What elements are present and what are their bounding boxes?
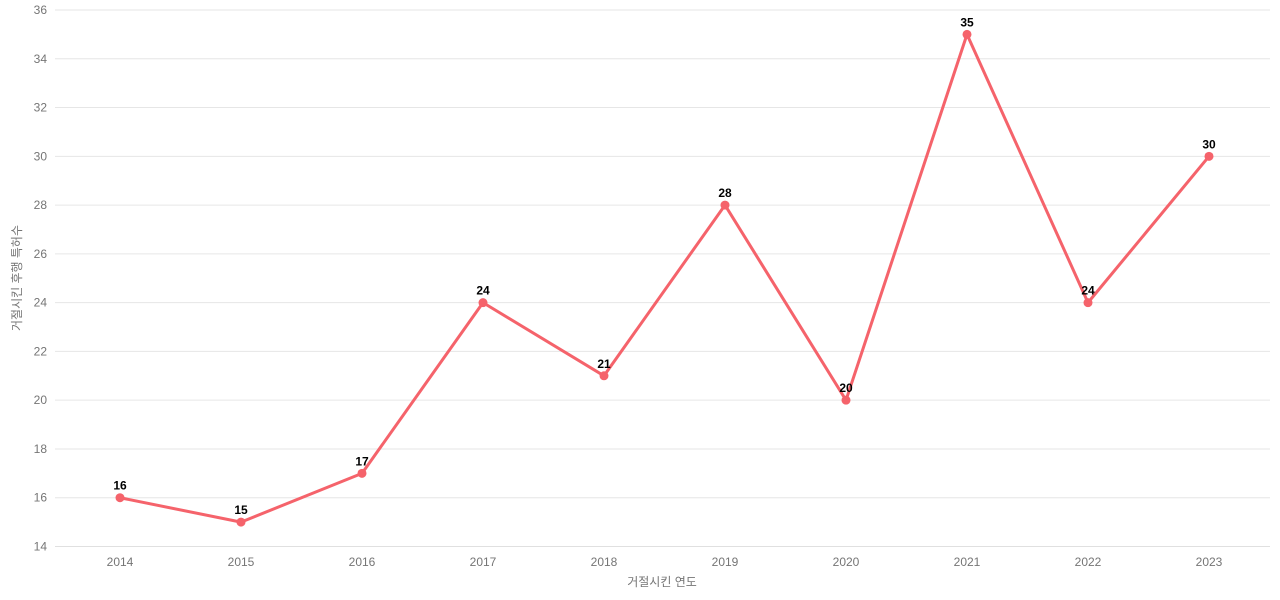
x-axis-title: 거절시킨 연도 xyxy=(627,575,697,589)
point-value-label: 35 xyxy=(960,15,974,29)
y-tick-label: 20 xyxy=(34,393,48,407)
y-tick-label: 30 xyxy=(34,149,48,163)
x-tick-label: 2018 xyxy=(591,555,618,569)
point-value-label: 15 xyxy=(234,503,248,517)
data-point[interactable] xyxy=(236,517,246,527)
y-tick-label: 22 xyxy=(34,344,48,358)
data-point[interactable] xyxy=(115,493,125,503)
point-value-label: 20 xyxy=(839,381,853,395)
y-tick-label: 16 xyxy=(34,491,48,505)
y-tick-label: 34 xyxy=(34,52,48,66)
x-tick-label: 2022 xyxy=(1075,555,1102,569)
data-point[interactable] xyxy=(357,468,367,478)
data-point[interactable] xyxy=(599,371,609,381)
x-tick-label: 2019 xyxy=(712,555,739,569)
point-value-label: 30 xyxy=(1202,137,1216,151)
x-tick-label: 2020 xyxy=(833,555,860,569)
y-tick-label: 24 xyxy=(34,296,48,310)
data-point[interactable] xyxy=(1204,151,1214,161)
point-value-label: 28 xyxy=(718,186,732,200)
x-tick-label: 2017 xyxy=(470,555,497,569)
data-point[interactable] xyxy=(720,200,730,210)
x-tick-label: 2014 xyxy=(107,555,134,569)
y-tick-label: 14 xyxy=(34,540,48,554)
point-value-label: 24 xyxy=(1081,284,1095,298)
x-tick-label: 2023 xyxy=(1196,555,1223,569)
series-line xyxy=(118,32,1211,524)
point-value-label: 16 xyxy=(113,479,127,493)
data-point[interactable] xyxy=(841,395,851,405)
y-tick-label: 28 xyxy=(34,198,48,212)
data-point[interactable] xyxy=(478,298,488,308)
point-value-label: 17 xyxy=(355,454,369,468)
data-point[interactable] xyxy=(962,29,972,39)
y-axis-title: 거절시킨 후행 특허수 xyxy=(10,224,24,332)
data-point[interactable] xyxy=(1083,298,1093,308)
point-value-label: 21 xyxy=(597,357,611,371)
x-tick-label: 2016 xyxy=(349,555,376,569)
y-tick-label: 32 xyxy=(34,101,48,115)
x-tick-label: 2021 xyxy=(954,555,981,569)
y-tick-label: 26 xyxy=(34,247,48,261)
y-tick-label: 36 xyxy=(34,3,48,17)
y-tick-label: 18 xyxy=(34,442,48,456)
x-tick-label: 2015 xyxy=(228,555,255,569)
point-value-label: 24 xyxy=(476,284,490,298)
